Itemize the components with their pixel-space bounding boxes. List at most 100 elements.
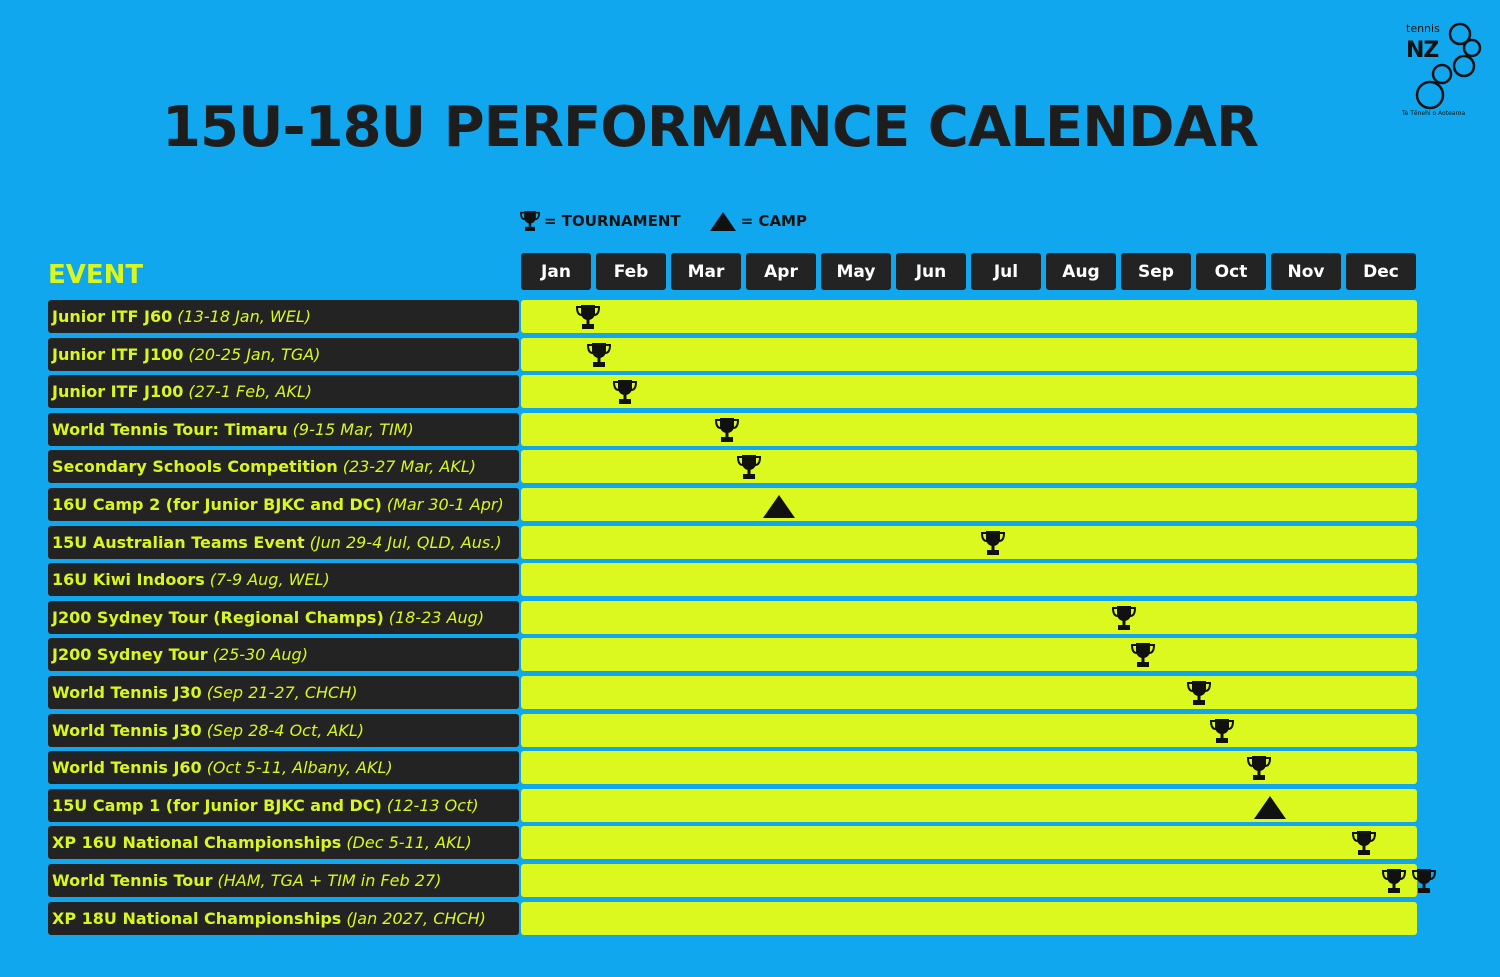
event-name: Junior ITF J100 — [52, 382, 184, 402]
event-detail: (20-25 Jan, TGA) — [188, 344, 321, 364]
event-timeline-bar — [521, 300, 1417, 333]
event-name: Junior ITF J60 — [52, 307, 173, 326]
event-detail: (Jun 29-4 Jul, QLD, Aus.) — [309, 532, 502, 552]
tournament-trophy-icon — [1186, 679, 1212, 707]
event-label: World Tennis J30 (Sep 28-4 Oct, AKL) — [48, 713, 519, 747]
tournament-trophy-icon — [1209, 717, 1234, 745]
event-name: J200 Sydney Tour — [52, 645, 208, 665]
event-label: 16U Kiwi Indoors (7-9 Aug, WEL) — [48, 563, 519, 597]
tournament-trophy-icon — [1351, 829, 1377, 857]
event-row: Junior ITF J60 (13-18 Jan, WEL) — [48, 300, 1417, 333]
event-name: World Tennis J30 — [52, 720, 202, 740]
event-timeline-bar — [521, 563, 1417, 597]
event-name: Secondary Schools Competition — [52, 457, 338, 477]
page-title: 15U-18U PERFORMANCE CALENDAR — [162, 95, 1259, 160]
event-detail: (Sep 28-4 Oct, AKL) — [206, 720, 364, 740]
event-timeline-bar — [521, 826, 1417, 860]
legend-tournament-label: = TOURNAMENT — [544, 212, 681, 230]
event-name: World Tennis Tour: Timaru — [52, 419, 288, 439]
legend-tournament: = TOURNAMENT — [520, 209, 681, 233]
event-name: 16U Kiwi Indoors — [52, 570, 205, 590]
camp-triangle-icon — [762, 493, 796, 521]
event-timeline-bar — [521, 450, 1417, 484]
month-header-sep: Sep — [1121, 253, 1191, 290]
triangle-icon — [709, 212, 736, 231]
event-timeline-bar — [521, 788, 1417, 822]
event-label: XP 16U National Championships (Dec 5-11, … — [48, 826, 519, 860]
event-detail: (27-1 Feb, AKL) — [188, 382, 312, 402]
legend-camp: = CAMP — [709, 210, 807, 232]
event-label: J200 Sydney Tour (25-30 Aug) — [48, 638, 519, 672]
month-header-jan: Jan — [521, 253, 591, 290]
event-label: World Tennis Tour (HAM, TGA + TIM in Feb … — [48, 864, 519, 897]
event-name: Junior ITF J100 — [52, 344, 184, 364]
event-detail: (25-30 Aug) — [212, 645, 308, 665]
camp-triangle-icon — [1253, 794, 1287, 822]
event-timeline-bar — [521, 638, 1417, 672]
logo-tennis-text: tennis — [1406, 22, 1440, 35]
event-timeline-bar — [521, 525, 1417, 559]
month-header-mar: Mar — [671, 253, 741, 290]
event-detail: (23-27 Mar, AKL) — [342, 457, 477, 477]
event-row: World Tennis J30 (Sep 28-4 Oct, AKL) — [48, 713, 1417, 747]
event-timeline-bar — [521, 600, 1417, 634]
tournament-trophy-icon — [586, 341, 612, 369]
month-header-nov: Nov — [1271, 253, 1341, 290]
event-row: 15U Camp 1 (for Junior BJKC and DC) (12-1… — [48, 788, 1417, 822]
event-row: XP 18U National Championships (Jan 2027, … — [48, 901, 1417, 935]
event-name: XP 18U National Championships — [52, 908, 342, 928]
event-label: J200 Sydney Tour (Regional Champs) (18-23… — [48, 600, 519, 634]
month-header-dec: Dec — [1346, 253, 1416, 290]
month-header-may: May — [821, 253, 891, 290]
event-row: 16U Camp 2 (for Junior BJKC and DC) (Mar … — [48, 488, 1417, 521]
event-row: World Tennis Tour: Timaru (9-15 Mar, TIM) — [48, 412, 1417, 446]
event-timeline-bar — [521, 751, 1417, 785]
tournament-trophy-icon — [1246, 754, 1272, 782]
event-row: Junior ITF J100 (27-1 Feb, AKL) — [48, 375, 1417, 409]
tournament-trophy-icon — [575, 303, 600, 331]
event-detail: (Dec 5-11, AKL) — [346, 833, 472, 853]
event-label: 15U Camp 1 (for Junior BJKC and DC) (12-1… — [48, 788, 519, 822]
event-name: 16U Camp 2 (for Junior BJKC and DC) — [52, 495, 382, 514]
event-name: 15U Australian Teams Event — [52, 532, 305, 552]
logo-sub-text: Te Tēnehi o Aotearoa — [1402, 110, 1466, 117]
event-detail: (Sep 21-27, CHCH) — [206, 683, 358, 702]
event-label: World Tennis J60 (Oct 5-11, Albany, AKL) — [48, 751, 519, 785]
month-header-aug: Aug — [1046, 253, 1116, 290]
event-timeline-bar — [521, 375, 1417, 409]
event-name: World Tennis J60 — [52, 758, 202, 778]
event-detail: (9-15 Mar, TIM) — [292, 419, 414, 439]
tournament-trophy-icon — [714, 416, 739, 444]
event-detail: (12-13 Oct) — [386, 795, 479, 815]
logo-nz-text: NZ — [1406, 38, 1439, 63]
event-detail: (HAM, TGA + TIM in Feb 27) — [217, 871, 442, 890]
tournament-trophy-icon — [1411, 867, 1437, 895]
event-timeline-bar — [521, 901, 1417, 935]
month-header-row: Jan Feb Mar Apr May Jun Jul Aug Sep Oct Nov Dec — [521, 253, 1417, 290]
event-detail: (7-9 Aug, WEL) — [209, 570, 330, 590]
tournament-trophy-icon — [613, 378, 638, 406]
event-row: Secondary Schools Competition (23-27 Mar,… — [48, 450, 1417, 484]
event-detail: (13-18 Jan, WEL) — [177, 307, 312, 326]
event-label: World Tennis Tour: Timaru (9-15 Mar, TIM) — [48, 412, 519, 446]
event-name: J200 Sydney Tour (Regional Champs) — [52, 607, 384, 627]
event-row: World Tennis J60 (Oct 5-11, Albany, AKL) — [48, 751, 1417, 785]
event-row: 15U Australian Teams Event (Jun 29-4 Jul,… — [48, 525, 1417, 559]
event-timeline-bar — [521, 864, 1437, 897]
legend-camp-label: = CAMP — [740, 212, 807, 230]
event-timeline-bar — [521, 713, 1417, 747]
month-header-jul: Jul — [971, 253, 1041, 290]
event-timeline-bar — [521, 412, 1417, 446]
event-detail: (Jan 2027, CHCH) — [346, 908, 486, 928]
event-name: 15U Camp 1 (for Junior BJKC and DC) — [52, 795, 382, 815]
month-header-apr: Apr — [746, 253, 816, 290]
event-label: XP 18U National Championships (Jan 2027, … — [48, 901, 519, 935]
event-row: XP 16U National Championships (Dec 5-11, … — [48, 826, 1417, 860]
event-row: World Tennis J30 (Sep 21-27, CHCH) — [48, 676, 1417, 709]
event-timeline-bar — [521, 676, 1417, 709]
event-timeline-bar — [521, 488, 1417, 521]
event-detail: (Oct 5-11, Albany, AKL) — [206, 758, 393, 778]
tournament-trophy-icon — [1381, 867, 1407, 895]
event-column-header: EVENT — [48, 260, 144, 290]
month-header-oct: Oct — [1196, 253, 1266, 290]
